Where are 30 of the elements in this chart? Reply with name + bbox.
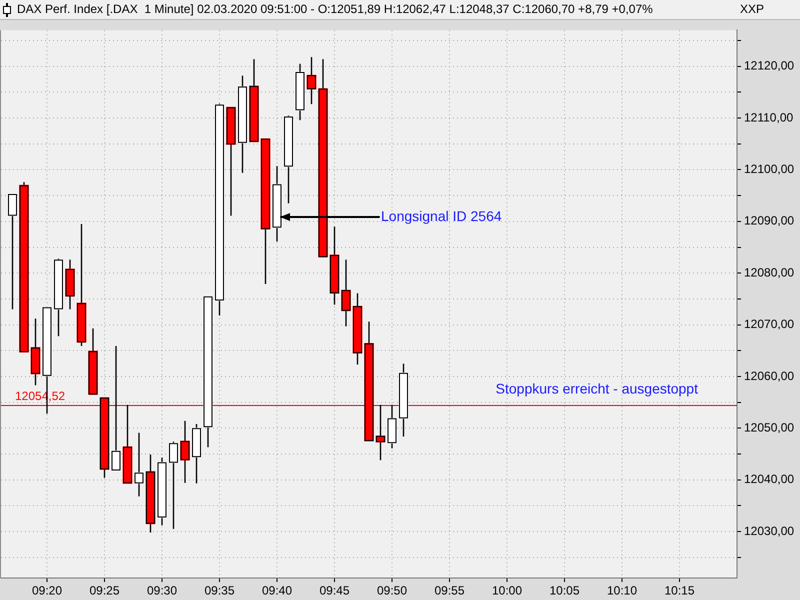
y-tick-label: 12070,00 bbox=[744, 317, 794, 332]
x-tick-label: 10:05 bbox=[549, 584, 580, 598]
annotation: Stoppkurs erreicht - ausgestoppt bbox=[496, 380, 698, 397]
y-tick-label: 12120,00 bbox=[744, 58, 794, 73]
y-tick-label: 12080,00 bbox=[744, 265, 794, 280]
y-tick-label: 12050,00 bbox=[744, 420, 794, 434]
chart-title: DAX Perf. Index [.DAX 1 Minute] 02.03.2020 09:51:00 - O:12051,89 H:12062,47 L:12048,37 C:12060,70 +8,79 +0,07% bbox=[17, 2, 653, 17]
x-tick-label: 10:10 bbox=[606, 584, 638, 598]
candlestick bbox=[8, 193, 18, 310]
annotation: Longsignal ID 2564 bbox=[381, 208, 502, 224]
y-tick-label: 12060,00 bbox=[744, 368, 794, 383]
y-tick-label: 12100,00 bbox=[744, 162, 794, 176]
x-tick-label: 09:35 bbox=[204, 584, 235, 598]
candlestick bbox=[180, 420, 190, 484]
x-tick-label: 09:20 bbox=[32, 584, 62, 598]
y-tick-label: 12030,00 bbox=[744, 524, 794, 538]
x-tick-label: 09:25 bbox=[89, 584, 120, 598]
x-tick-label: 09:30 bbox=[146, 584, 178, 598]
candlestick bbox=[111, 345, 121, 472]
candlestick bbox=[134, 432, 144, 497]
x-tick-label: 10:00 bbox=[492, 584, 522, 598]
text: XXP bbox=[740, 2, 764, 17]
x-tick-label: 09:40 bbox=[262, 584, 292, 598]
x-tick-label: 09:50 bbox=[376, 584, 408, 598]
y-tick-label: 12090,00 bbox=[744, 214, 794, 228]
y-tick-label: 12110,00 bbox=[744, 110, 794, 124]
x-tick-label: 09:55 bbox=[434, 584, 465, 598]
x-tick-label: 10:15 bbox=[664, 584, 695, 598]
y-tick-label: 12040,00 bbox=[744, 472, 794, 486]
x-tick-label: 09:45 bbox=[319, 584, 350, 598]
